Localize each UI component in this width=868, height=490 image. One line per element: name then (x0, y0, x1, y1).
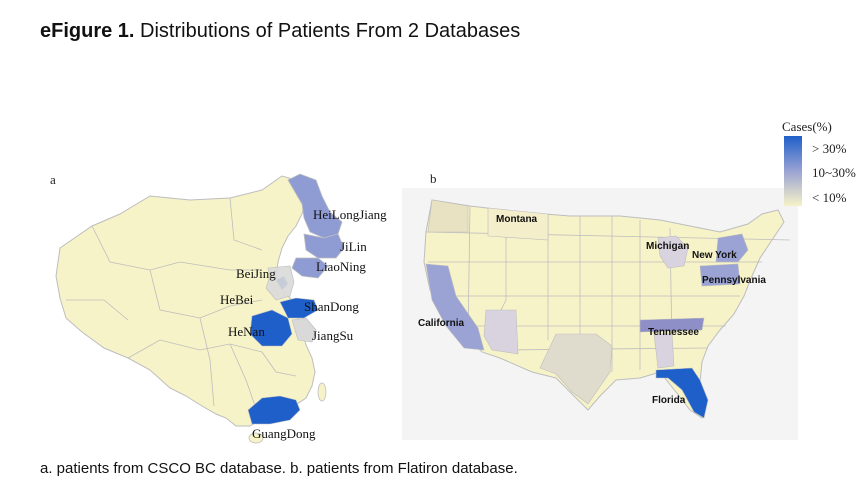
region-liaoning (291, 257, 329, 279)
label-liaoning: LiaoNing (316, 259, 366, 274)
region-texas (539, 333, 613, 405)
region-taiwan (317, 382, 327, 402)
region-hainan (248, 432, 264, 444)
region-montana (487, 207, 549, 241)
us-map (423, 199, 791, 419)
figure-title: eFigure 1. Distributions of Patients Fro… (40, 20, 520, 43)
label-michigan: Michigan (646, 241, 689, 252)
region-new-york (715, 233, 749, 263)
label-guangdong: GuangDong (252, 426, 316, 441)
label-heilongjiang: HeiLongJiang (313, 207, 387, 222)
legend-item-low: < 10% (812, 190, 847, 205)
legend-colorbar (784, 136, 802, 206)
label-tennessee: Tennessee (648, 327, 699, 338)
label-beijing: BeiJing (236, 266, 276, 281)
region-florida (655, 367, 709, 419)
region-michigan (657, 235, 689, 269)
legend-title: Cases(%) (782, 119, 832, 134)
region-washington (427, 199, 469, 233)
label-jiangsu: JiangSu (312, 328, 354, 343)
figure-caption: a. patients from CSCO BC database. b. pa… (40, 460, 518, 477)
region-jiangsu (291, 317, 317, 343)
region-california (425, 263, 485, 351)
region-alabama (653, 333, 675, 369)
region-heilongjiang (287, 173, 343, 239)
legend-item-high: > 30% (812, 141, 847, 156)
china-map (55, 173, 345, 444)
figure-title-bold: eFigure 1. (40, 20, 135, 42)
label-florida: Florida (652, 395, 686, 406)
label-shandong: ShanDong (304, 299, 359, 314)
legend-item-mid: 10~30% (812, 165, 856, 180)
region-henan (249, 309, 293, 347)
region-hebei (265, 265, 295, 301)
china-landmass (55, 175, 316, 427)
region-guangdong (247, 395, 301, 425)
label-jilin: JiLin (340, 239, 367, 254)
label-hebei: HeBei (220, 292, 254, 307)
label-montana: Montana (496, 214, 538, 225)
label-new-york: New York (692, 250, 737, 261)
legend: Cases(%) > 30% 10~30% < 10% (782, 119, 856, 206)
label-henan: HeNan (228, 324, 265, 339)
region-arizona (483, 309, 519, 355)
region-pennsylvania (699, 263, 741, 287)
label-pennsylvania: Pennsylvania (702, 275, 766, 286)
panel-b-letter: b (430, 171, 437, 186)
region-jilin (303, 233, 345, 259)
figure-title-text: Distributions of Patients From 2 Databas… (134, 20, 521, 42)
label-california: California (418, 318, 465, 329)
panel-a-letter: a (50, 172, 56, 187)
region-tennessee (639, 317, 705, 333)
